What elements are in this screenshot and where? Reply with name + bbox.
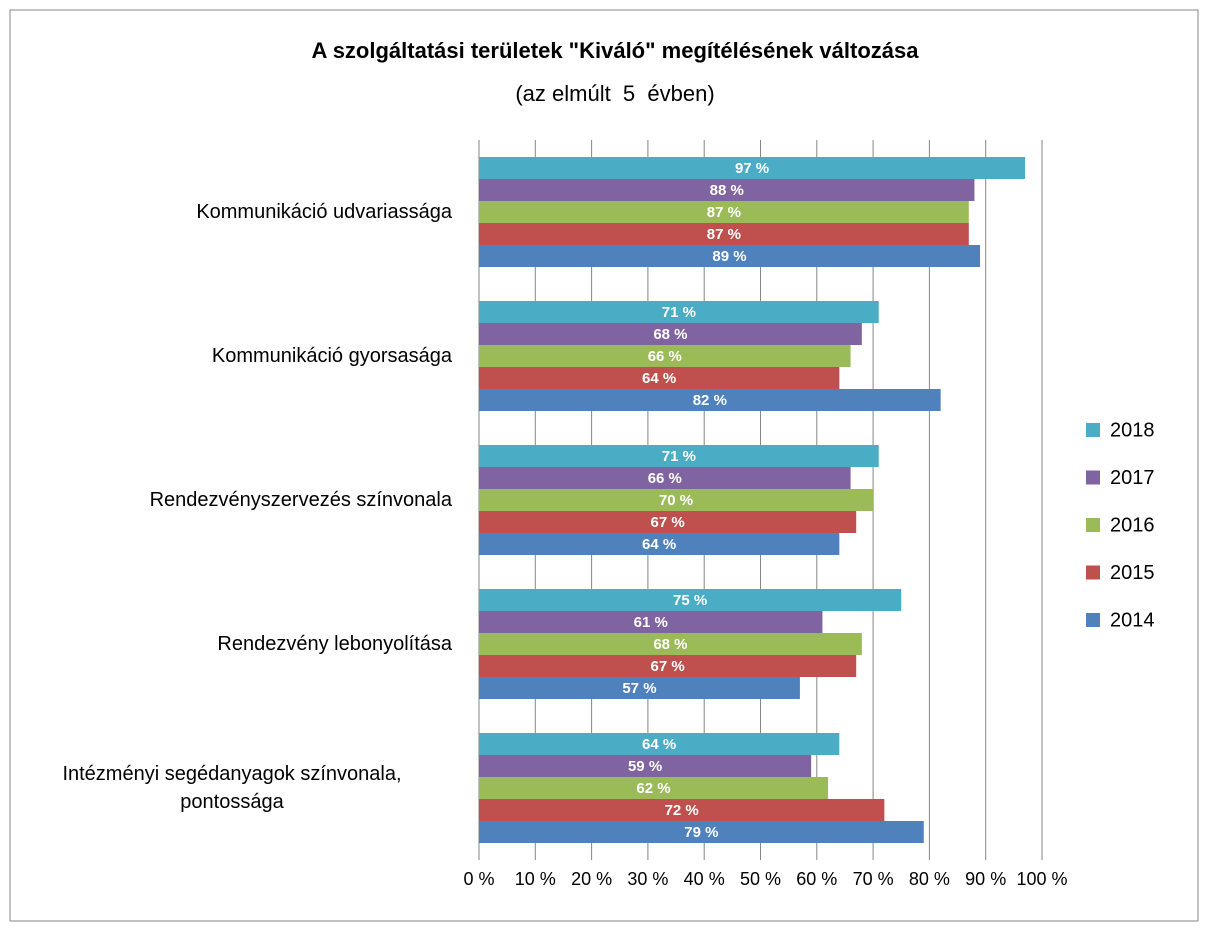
data-label: 66 % [648,470,682,487]
data-label: 71 % [662,448,696,465]
bar [479,589,902,611]
data-label: 67 % [651,658,685,675]
data-label: 61 % [634,614,668,631]
x-tick-label: 90 % [965,869,1006,889]
data-label: 82 % [693,392,727,409]
data-label: 72 % [665,802,699,819]
data-label: 67 % [651,514,685,531]
x-tick-label: 80 % [909,869,950,889]
bar [479,157,1026,179]
legend-swatch [1086,565,1100,580]
bar [479,179,975,201]
data-label: 62 % [636,780,670,797]
data-label: 89 % [712,248,746,265]
legend-swatch [1086,613,1100,627]
x-tick-label: 20 % [571,869,612,889]
legend-label: 2014 [1110,609,1155,631]
legend-label: 2018 [1110,419,1155,441]
data-label: 87 % [707,226,741,243]
bar [479,201,969,223]
data-label: 59 % [628,758,662,775]
bar [479,345,851,367]
bar [479,733,840,755]
category-label: Kommunikáció udvariassága [12,140,452,284]
bar [479,467,851,489]
category-label: Rendezvényszervezés színvonala [12,428,452,572]
bar [479,511,857,533]
data-label: 79 % [684,824,718,841]
bar [479,755,812,777]
legend-swatch [1086,470,1100,485]
category-label: Intézményi segédanyagok színvonala, pont… [12,716,452,860]
bar [479,799,885,821]
data-label: 88 % [710,182,744,199]
data-label: 68 % [653,636,687,653]
bar [479,655,857,677]
category-label-text: Rendezvényszervezés színvonala [149,489,452,511]
x-tick-label: 30 % [627,869,668,889]
bar [479,301,879,323]
bar [479,611,823,633]
data-label: 70 % [659,492,693,509]
x-tick-label: 50 % [740,869,781,889]
x-tick-label: 40 % [684,869,725,889]
category-label-text: Rendezvény lebonyolítása [217,633,452,655]
bar [479,389,941,411]
data-label: 57 % [622,680,656,697]
bar [479,777,829,799]
data-label: 66 % [648,348,682,365]
category-label-text: Kommunikáció gyorsasága [211,345,452,367]
x-tick-label: 60 % [796,869,837,889]
chart-title: A szolgáltatási területek "Kiváló" megít… [312,38,920,63]
legend-label: 2015 [1110,562,1155,584]
legend-swatch [1086,423,1100,437]
category-label: Kommunikáció gyorsasága [12,284,452,428]
category-label: Rendezvény lebonyolítása [12,572,452,716]
bar [479,323,862,345]
category-label-text: Intézményi segédanyagok színvonala, pont… [62,763,402,813]
bar [479,223,969,245]
data-label: 87 % [707,204,741,221]
legend-label: 2016 [1110,514,1155,536]
legend-label: 2017 [1110,467,1155,489]
x-tick-label: 100 % [1016,869,1067,889]
x-tick-label: 10 % [515,869,556,889]
data-label: 97 % [735,160,769,177]
data-label: 75 % [673,592,707,609]
bar [479,677,800,699]
x-tick-label: 70 % [853,869,894,889]
bar [479,533,840,555]
category-label-text: Kommunikáció udvariassága [196,201,452,223]
bar [479,245,981,267]
bar [479,445,879,467]
bar [479,489,874,511]
bar [479,367,840,389]
data-label: 68 % [653,326,687,343]
data-label: 64 % [642,536,676,553]
bar [479,633,862,655]
x-tick-label: 0 % [463,869,494,889]
bar [479,821,924,843]
chart-subtitle: (az elmúlt 5 évben) [515,81,714,106]
data-label: 64 % [642,736,676,753]
data-label: 64 % [642,370,676,387]
data-label: 71 % [662,304,696,321]
legend-swatch [1086,518,1100,532]
